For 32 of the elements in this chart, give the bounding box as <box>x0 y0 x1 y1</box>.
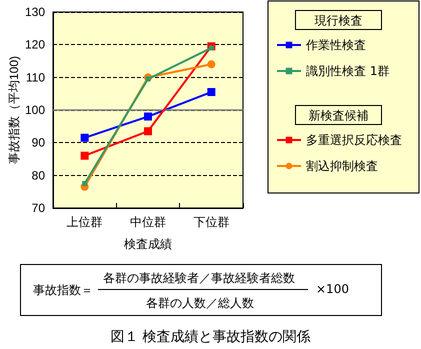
y-tick-label: 100 <box>24 103 46 117</box>
point <box>207 60 216 68</box>
text: ×100 <box>316 282 349 296</box>
point <box>207 88 216 96</box>
legend-label: 識別性検査 1群 <box>306 64 390 78</box>
y-axis-title: 事故指数（平均100) <box>7 56 21 164</box>
y-tick-label: 70 <box>32 201 46 215</box>
legend-label: 割込抑制検査 <box>306 159 378 173</box>
text: 各群の人数／総人数 <box>146 295 254 312</box>
point <box>144 127 152 136</box>
point <box>80 134 89 142</box>
text: 図１ 検査成績と事故指数の関係 <box>109 328 312 346</box>
legend-label: 多重選択反応検査 <box>306 133 402 147</box>
x-tick-label: 中位群 <box>130 215 166 229</box>
point <box>80 152 89 160</box>
y-tick-label: 90 <box>32 136 46 150</box>
x-tick-label: 下位群 <box>193 215 230 229</box>
point <box>144 112 152 121</box>
point <box>208 45 214 50</box>
text: 現行検査 <box>314 14 362 28</box>
y-tick-label: 110 <box>26 70 46 84</box>
text: 事故指数＝ <box>33 282 93 299</box>
y-tick-label: 80 <box>32 168 46 182</box>
y-tick-label: 120 <box>24 38 46 52</box>
text: 新検査候補 <box>308 108 368 122</box>
point <box>82 181 88 186</box>
x-tick-label: 上位群 <box>66 215 103 229</box>
y-tick-label: 130 <box>24 5 46 19</box>
x-axis-title: 検査成績 <box>124 237 172 251</box>
text: 各群の事故経験者／事故経験者総数 <box>103 270 295 287</box>
legend-label: 作業性検査 <box>305 38 366 52</box>
point <box>146 76 150 82</box>
